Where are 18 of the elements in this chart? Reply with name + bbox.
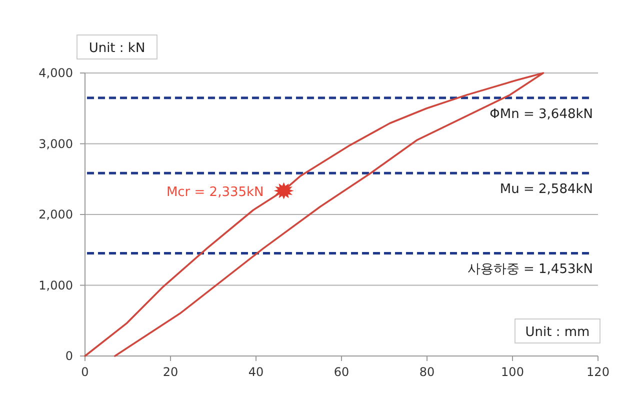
- annotation: Mcr = 2,335kN: [166, 184, 264, 200]
- x-tick-label: 60: [334, 365, 350, 379]
- y-axis-title: Unit : kN: [88, 41, 146, 56]
- ref-line-label: Mu = 2,584kN: [500, 182, 593, 198]
- y-tick-label: 4,000: [38, 66, 73, 80]
- ref-line-label: ΦMn = 3,648kN: [490, 106, 593, 122]
- x-tick-label: 100: [501, 365, 524, 379]
- ref-line-label: 사용하중 = 1,453kN: [467, 262, 593, 278]
- y-tick-label: 0: [65, 349, 73, 363]
- x-tick-label: 0: [81, 365, 89, 379]
- x-tick-label: 20: [162, 365, 178, 379]
- x-tick-label: 80: [419, 365, 435, 379]
- y-tick-label: 1,000: [38, 278, 73, 292]
- x-tick-label: 40: [248, 365, 264, 379]
- y-tick-label: 2,000: [38, 208, 73, 222]
- x-tick-label: 120: [586, 365, 610, 379]
- y-tick-label: 3,000: [38, 136, 73, 151]
- x-axis-title: Unit : mm: [525, 325, 590, 340]
